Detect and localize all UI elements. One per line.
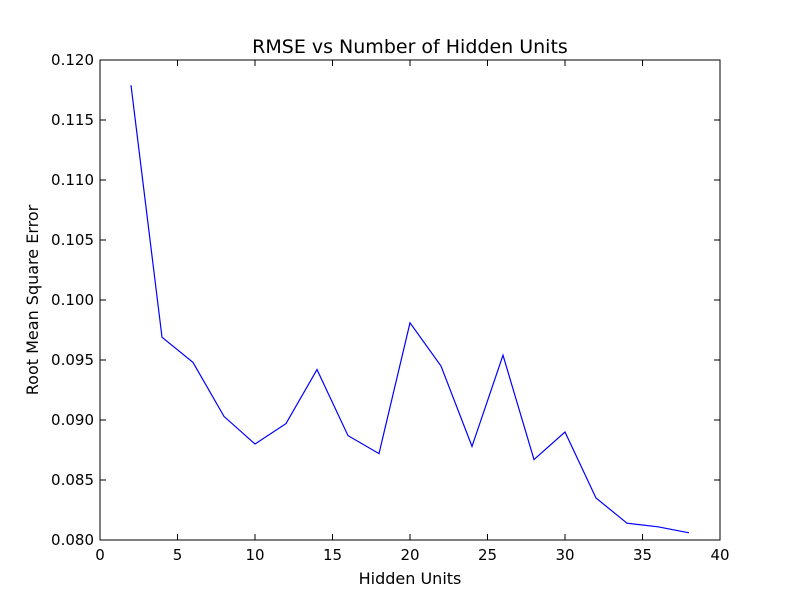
y-tick-label: 0.090 [51,411,94,429]
y-tick-label: 0.120 [51,51,94,69]
y-tick-label: 0.115 [51,111,94,129]
x-tick-label: 15 [323,546,342,564]
chart-title: RMSE vs Number of Hidden Units [252,36,568,58]
y-tick-label: 0.095 [51,351,94,369]
plot-background [100,60,720,540]
x-tick-label: 30 [555,546,574,564]
x-tick-label: 5 [173,546,183,564]
x-axis-label: Hidden Units [359,569,462,588]
x-tick-label: 20 [400,546,419,564]
y-tick-label: 0.105 [51,231,94,249]
x-tick-label: 25 [478,546,497,564]
y-tick-label: 0.080 [51,531,94,549]
series-layer [130,85,690,534]
y-tick-label: 0.110 [51,171,94,189]
plot-frame [99,59,721,541]
y-tick-label: 0.085 [51,471,94,489]
x-tick-label: 35 [633,546,652,564]
ticks-layer: 0 5 10 15 20 25 30 35 40 0.080 0.085 0.090 0.095 0.10… [51,51,730,564]
x-tick-label: 40 [710,546,729,564]
y-tick-label: 0.100 [51,291,94,309]
plot-area: 0 5 10 15 20 25 30 35 40 0.080 0.085 0.090 0.095 0.10… [51,51,730,564]
x-tick-label: 10 [245,546,264,564]
x-tick-label: 0 [95,546,105,564]
y-axis-label: Root Mean Square Error [23,204,42,395]
series-line [130,85,690,534]
